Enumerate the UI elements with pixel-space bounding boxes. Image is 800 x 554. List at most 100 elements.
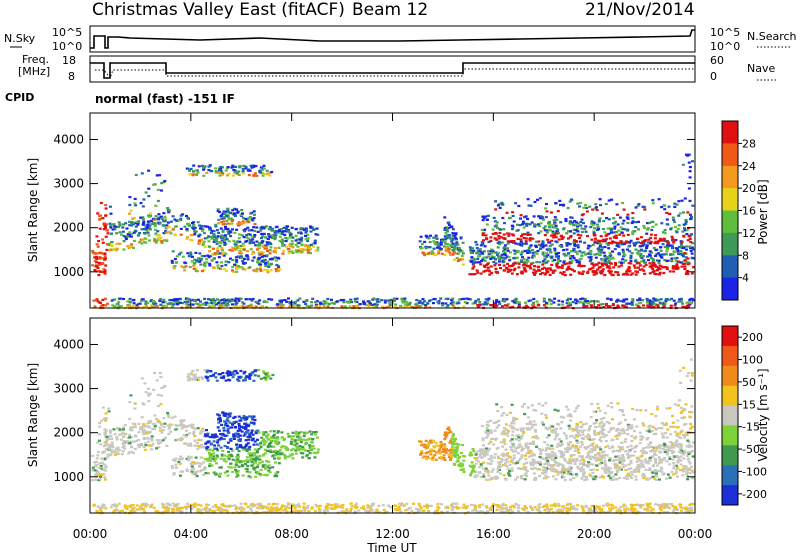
power-cell xyxy=(482,270,486,273)
power-cell xyxy=(681,230,685,233)
power-cell xyxy=(177,219,181,222)
power-cell xyxy=(261,168,265,171)
vel-cell xyxy=(180,422,184,425)
power-cell xyxy=(625,303,629,306)
power-cell xyxy=(207,298,210,301)
power-cell xyxy=(453,258,457,261)
power-cell xyxy=(117,300,121,304)
vel-cell xyxy=(251,437,255,440)
power-cell xyxy=(140,300,144,303)
vel-cell xyxy=(98,422,102,425)
vel-cell xyxy=(160,394,163,397)
vel-cell xyxy=(209,435,213,439)
power-cell xyxy=(638,268,642,271)
power-cell xyxy=(526,260,530,263)
vel-cell xyxy=(244,445,248,448)
power-cell xyxy=(376,298,380,301)
vel-cell xyxy=(200,462,203,465)
power-cell xyxy=(514,299,518,302)
vel-cell xyxy=(129,426,133,429)
power-cell xyxy=(304,231,308,234)
vel-cell xyxy=(109,434,113,437)
vel-cell xyxy=(264,473,268,477)
power-cell xyxy=(638,245,642,248)
power-cell xyxy=(159,297,163,301)
vel-cell xyxy=(211,457,215,461)
power-cell xyxy=(497,251,501,255)
power-cell xyxy=(544,272,548,275)
vel-cell xyxy=(219,457,223,460)
power-cell xyxy=(691,248,695,251)
power-cell xyxy=(446,304,450,307)
power-cell xyxy=(130,232,134,235)
vel-cell xyxy=(453,455,457,458)
vel-cell xyxy=(234,459,238,462)
power-cell xyxy=(236,255,240,258)
vel-cell xyxy=(210,455,213,458)
power-cell xyxy=(429,251,433,254)
power-cell xyxy=(224,252,228,255)
vel-cell xyxy=(226,427,230,430)
power-heatmap xyxy=(91,153,695,310)
power-cell xyxy=(574,302,578,305)
power-cell xyxy=(627,302,631,305)
vel-cell xyxy=(298,448,302,451)
power-cell xyxy=(651,270,655,274)
power-cell xyxy=(498,263,501,266)
power-cell xyxy=(584,204,587,207)
vel-cell xyxy=(98,462,102,465)
power-cell xyxy=(290,226,294,229)
power-cell xyxy=(176,300,180,303)
velocity-heatmap xyxy=(91,358,695,515)
vel-cell xyxy=(219,373,222,376)
vel-cell xyxy=(242,426,245,429)
cpid-label: CPID xyxy=(5,91,34,104)
vel-cell xyxy=(222,375,226,378)
power-cell xyxy=(281,230,285,233)
vel-cell xyxy=(111,446,115,449)
power-cell xyxy=(261,174,265,177)
power-cell xyxy=(288,231,292,234)
power-cell xyxy=(594,237,597,240)
power-cell xyxy=(473,301,477,304)
vel-cell xyxy=(199,432,203,435)
vel-cell xyxy=(672,461,676,465)
power-cell xyxy=(402,301,405,304)
power-cell xyxy=(95,257,99,261)
power-cell xyxy=(653,242,657,245)
vel-cell xyxy=(228,415,232,418)
power-cell xyxy=(217,241,220,244)
power-cell xyxy=(247,304,251,307)
vel-cell xyxy=(226,416,230,419)
power-cell xyxy=(125,227,129,230)
power-cell xyxy=(592,230,596,233)
power-cell xyxy=(235,265,239,268)
vel-cell xyxy=(242,379,246,382)
power-cell xyxy=(582,251,586,254)
power-cell xyxy=(435,241,439,244)
power-cell xyxy=(489,304,493,307)
vel-cell xyxy=(273,439,277,442)
power-cell xyxy=(672,239,676,242)
vel-cell xyxy=(267,460,271,463)
power-cell xyxy=(122,223,125,226)
vel-cell xyxy=(250,415,254,419)
vel-cell xyxy=(431,456,435,459)
power-cell xyxy=(546,260,550,263)
power-cell xyxy=(212,230,216,233)
power-cell xyxy=(434,234,438,237)
power-cell xyxy=(326,297,330,301)
power-colorbar-swatch xyxy=(722,188,738,211)
power-cell xyxy=(686,263,690,266)
power-cell xyxy=(225,238,229,241)
power-cell xyxy=(654,298,658,301)
power-cell xyxy=(122,297,125,301)
vel-cell xyxy=(493,476,496,479)
power-cell xyxy=(608,252,612,255)
power-cell xyxy=(523,216,526,219)
vel-cell xyxy=(197,376,201,379)
vel-cell xyxy=(216,449,220,452)
vel-cell xyxy=(262,443,266,446)
vel-cell xyxy=(121,446,125,449)
power-cell xyxy=(600,248,604,252)
